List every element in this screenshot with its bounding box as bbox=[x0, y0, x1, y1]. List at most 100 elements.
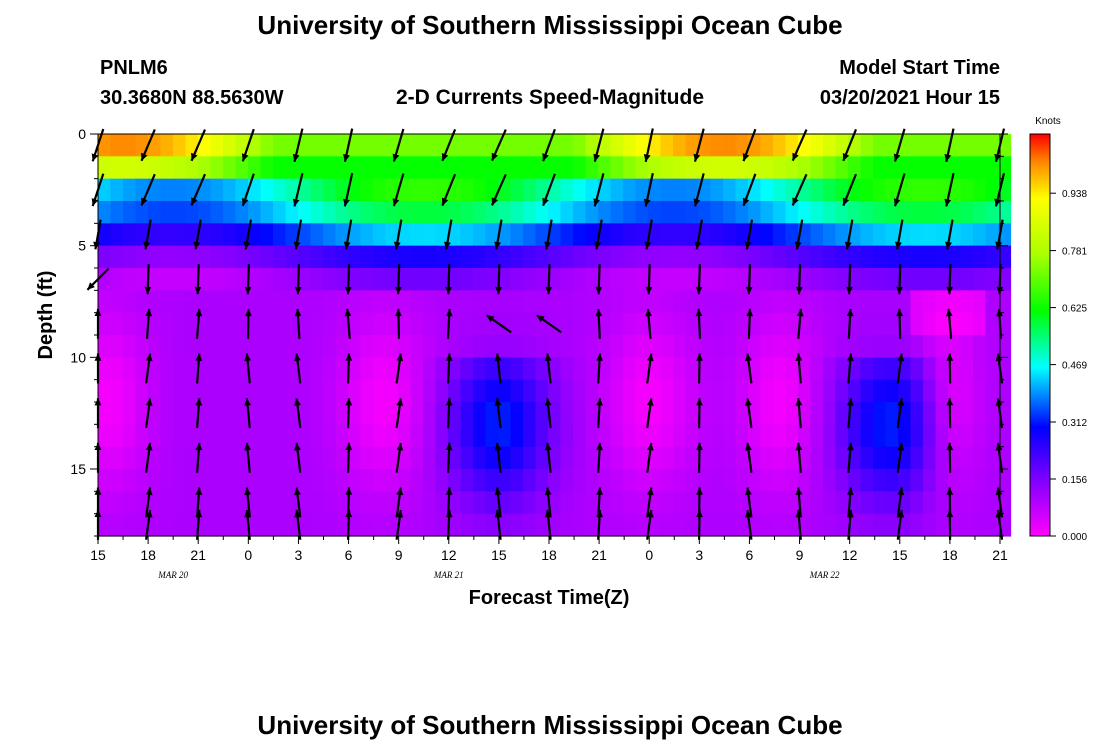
heatmap-cell bbox=[735, 491, 749, 515]
heatmap-cell bbox=[635, 290, 649, 314]
heatmap-cell bbox=[223, 156, 237, 180]
heatmap-cell bbox=[235, 424, 249, 448]
heatmap-cell bbox=[98, 290, 112, 314]
arrow-head bbox=[795, 442, 803, 451]
colorbar-tick-label: 0.625 bbox=[1062, 304, 1087, 315]
colorbar-tick-label: 0.000 bbox=[1062, 532, 1087, 543]
heatmap-cell bbox=[373, 357, 387, 381]
arrow-head bbox=[696, 442, 703, 451]
heatmap-cell bbox=[123, 357, 137, 381]
heatmap-cell bbox=[560, 335, 574, 358]
heatmap-cell bbox=[885, 491, 899, 515]
current-arrow bbox=[294, 509, 302, 540]
heatmap-cell bbox=[410, 469, 424, 492]
heatmap-cell bbox=[435, 312, 449, 336]
heatmap-cell bbox=[660, 290, 674, 314]
heatmap-cell bbox=[485, 223, 499, 247]
heatmap-cell bbox=[373, 424, 387, 448]
heatmap-cell bbox=[273, 335, 287, 358]
heatmap-cell bbox=[485, 469, 499, 492]
heatmap-cell bbox=[973, 201, 987, 224]
heatmap-cell bbox=[560, 268, 574, 291]
heatmap-cell bbox=[310, 201, 324, 224]
heatmap-cell bbox=[385, 335, 399, 358]
heatmap-cell bbox=[648, 446, 662, 470]
heatmap-cell bbox=[823, 312, 837, 336]
current-arrow bbox=[244, 442, 251, 473]
current-arrow bbox=[345, 509, 353, 540]
heatmap-cell bbox=[673, 245, 687, 269]
heatmap-cell bbox=[260, 245, 274, 269]
heatmap-cell bbox=[848, 402, 862, 425]
heatmap-cell bbox=[235, 469, 249, 492]
heatmap-cell bbox=[148, 357, 162, 381]
heatmap-cell bbox=[773, 134, 787, 157]
heatmap-cell bbox=[760, 156, 774, 180]
heatmap-cell bbox=[348, 513, 362, 537]
heatmap-cell bbox=[223, 312, 237, 336]
arrow-head bbox=[244, 353, 251, 362]
heatmap-cell bbox=[123, 469, 137, 492]
current-arrow bbox=[395, 442, 404, 473]
arrow-head bbox=[494, 398, 502, 406]
heatmap-cell bbox=[685, 201, 699, 224]
heatmap-cell bbox=[635, 245, 649, 269]
arrow-head bbox=[745, 443, 752, 451]
heatmap-cell bbox=[448, 290, 462, 314]
heatmap-cell bbox=[273, 245, 287, 269]
current-arrow bbox=[795, 353, 803, 384]
heatmap-cell bbox=[635, 201, 649, 224]
current-arrow bbox=[441, 173, 457, 207]
arrow-head bbox=[494, 487, 502, 496]
heatmap-cell bbox=[135, 491, 149, 515]
heatmap-cell bbox=[335, 156, 349, 180]
heatmap-cell bbox=[860, 312, 874, 336]
heatmap-cell bbox=[135, 357, 149, 381]
current-arrow bbox=[343, 172, 354, 207]
heatmap-cell bbox=[310, 134, 324, 157]
arrow-head bbox=[893, 198, 901, 207]
heatmap-cell bbox=[98, 245, 112, 269]
heatmap-cell bbox=[585, 223, 599, 247]
heatmap-cell bbox=[448, 245, 462, 269]
heatmap-cell bbox=[823, 201, 837, 224]
heatmap-cell bbox=[273, 446, 287, 470]
heatmap-cell bbox=[660, 134, 674, 157]
heatmap-cell bbox=[398, 424, 412, 448]
current-arrow bbox=[696, 509, 703, 540]
heatmap-cell bbox=[735, 156, 749, 180]
heatmap-cell bbox=[798, 156, 812, 180]
heatmap-cell bbox=[960, 357, 974, 381]
heatmap-cell bbox=[160, 178, 174, 202]
heatmap-cell bbox=[323, 178, 337, 202]
arrow-head bbox=[145, 510, 153, 518]
speed-heatmap bbox=[98, 134, 1012, 537]
heatmap-cell bbox=[623, 156, 637, 180]
heatmap-cell bbox=[498, 223, 512, 247]
heatmap-cell bbox=[510, 312, 524, 336]
heatmap-cell bbox=[585, 357, 599, 381]
heatmap-cell bbox=[260, 134, 274, 157]
heatmap-cell bbox=[510, 156, 524, 180]
heatmap-cell bbox=[98, 402, 112, 425]
heatmap-cell bbox=[123, 335, 137, 358]
arrow-head bbox=[696, 509, 703, 518]
arrow-head bbox=[946, 398, 954, 406]
heatmap-cell bbox=[985, 245, 999, 269]
heatmap-cell bbox=[973, 379, 987, 403]
arrow-head bbox=[445, 442, 453, 451]
heatmap-cell bbox=[560, 424, 574, 448]
heatmap-cell bbox=[873, 290, 887, 314]
heatmap-cell bbox=[210, 201, 224, 224]
heatmap-cell bbox=[360, 424, 374, 448]
arrow-head bbox=[945, 241, 952, 250]
heatmap-cell bbox=[398, 513, 412, 537]
heatmap-cell bbox=[148, 178, 162, 202]
heatmap-cell bbox=[973, 178, 987, 202]
heatmap-cell bbox=[510, 357, 524, 381]
heatmap-cell bbox=[985, 491, 999, 515]
heatmap-cell bbox=[923, 446, 937, 470]
heatmap-cell bbox=[823, 156, 837, 180]
arrow-head bbox=[897, 487, 905, 496]
arrow-head bbox=[846, 308, 854, 317]
